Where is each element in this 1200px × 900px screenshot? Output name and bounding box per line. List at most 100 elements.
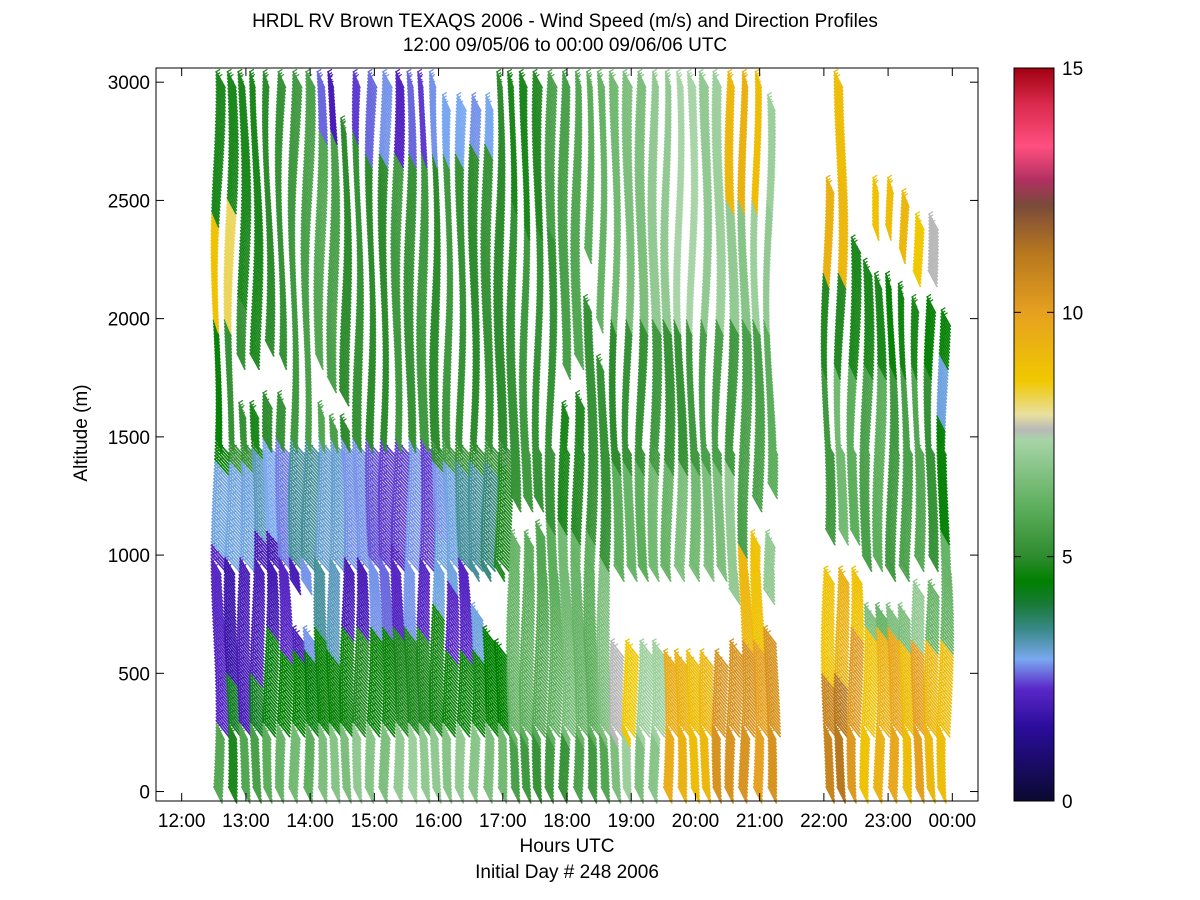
wind-barb-flag <box>227 68 232 73</box>
wind-barb <box>210 246 219 265</box>
wind-barb <box>212 305 219 324</box>
wind-barb <box>228 451 244 470</box>
wind-barb <box>212 617 226 635</box>
wind-barb <box>236 630 251 649</box>
wind-barb <box>215 703 230 721</box>
wind-barb <box>227 719 242 738</box>
wind-barb <box>211 607 225 625</box>
wind-barb <box>213 776 224 794</box>
wind-barb <box>210 564 223 582</box>
wind-barb <box>227 729 238 748</box>
wind-barb <box>211 590 224 609</box>
wind-barb <box>224 540 241 559</box>
wind-barb <box>224 557 236 576</box>
wind-barb <box>228 133 239 152</box>
wind-barb <box>214 352 222 371</box>
wind-barb <box>227 173 239 192</box>
wind-barb <box>238 580 251 599</box>
wind-barb <box>226 507 243 526</box>
wind-barb <box>228 749 238 768</box>
wind-barb <box>210 557 222 576</box>
wind-barb <box>225 358 233 377</box>
wind-barb <box>227 163 239 182</box>
wind-barb <box>228 117 239 135</box>
wind-barb <box>210 580 223 599</box>
wind-barb <box>215 739 225 758</box>
wind-barb <box>228 776 238 794</box>
wind-barb <box>236 643 251 662</box>
wind-barb <box>215 425 223 443</box>
wind-barb <box>227 723 238 741</box>
wind-barb <box>215 421 223 440</box>
wind-barb <box>236 613 251 632</box>
wind-barb <box>211 282 219 301</box>
wind-barb <box>225 362 233 380</box>
wind-barb <box>215 80 226 99</box>
wind-barb <box>215 104 226 122</box>
wind-barb <box>228 153 239 172</box>
wind-barb <box>239 732 249 751</box>
wind-barb <box>236 617 251 635</box>
wind-barb <box>215 709 230 728</box>
wind-barb <box>223 266 233 284</box>
wind-barb <box>214 140 225 159</box>
wind-barb <box>224 332 233 351</box>
wind-barb <box>224 560 236 579</box>
wind-barb <box>236 686 252 705</box>
wind-barb <box>212 497 228 516</box>
wind-barb <box>228 736 238 755</box>
wind-barb <box>223 312 232 331</box>
wind-barb <box>215 97 226 116</box>
wind-barb <box>223 567 236 586</box>
wind-barb <box>214 127 225 145</box>
wind-barb <box>212 166 223 185</box>
wind-barb <box>225 352 233 371</box>
wind-barb <box>214 759 225 778</box>
wind-barb <box>239 749 250 768</box>
wind-barb <box>210 524 227 543</box>
wind-barb <box>223 600 237 619</box>
wind-barb <box>215 392 223 410</box>
wind-barb <box>238 726 249 745</box>
wind-barb <box>211 190 221 208</box>
wind-barb <box>238 564 251 582</box>
wind-barb <box>215 385 223 404</box>
wind-barb <box>239 540 256 559</box>
wind-barb <box>224 249 234 268</box>
wind-barb <box>240 759 250 778</box>
wind-barb <box>211 597 225 615</box>
wind-barb <box>223 623 238 642</box>
wind-barb <box>239 550 256 569</box>
wind-barb <box>211 203 220 222</box>
wind-barb <box>227 491 243 510</box>
wind-barb <box>210 550 227 569</box>
wind-barb <box>239 742 250 761</box>
wind-barb <box>211 593 224 612</box>
wind-barb <box>214 762 224 781</box>
wind-barb <box>215 388 223 407</box>
wind-barb <box>227 471 244 490</box>
wind-barb <box>210 262 219 281</box>
wind-barb <box>237 709 253 728</box>
wind-barb <box>227 488 244 506</box>
wind-barb <box>215 117 226 135</box>
wind-barb <box>240 769 251 788</box>
wind-barb <box>238 719 253 738</box>
wind-barb <box>213 636 228 655</box>
wind-barb <box>223 593 237 612</box>
wind-barb <box>215 74 226 92</box>
wind-barb <box>223 587 236 606</box>
wind-barb <box>228 739 238 758</box>
wind-barb <box>211 600 225 619</box>
wind-barb <box>224 646 239 665</box>
wind-barb <box>223 259 234 278</box>
wind-barb <box>215 110 226 129</box>
wind-barb <box>224 339 233 357</box>
wind-barb <box>210 243 219 261</box>
wind-barb <box>215 699 230 718</box>
wind-barb <box>236 683 252 702</box>
wind-barb <box>223 315 232 334</box>
wind-profile <box>236 68 257 804</box>
wind-barb <box>236 636 251 655</box>
wind-barb <box>228 421 235 440</box>
